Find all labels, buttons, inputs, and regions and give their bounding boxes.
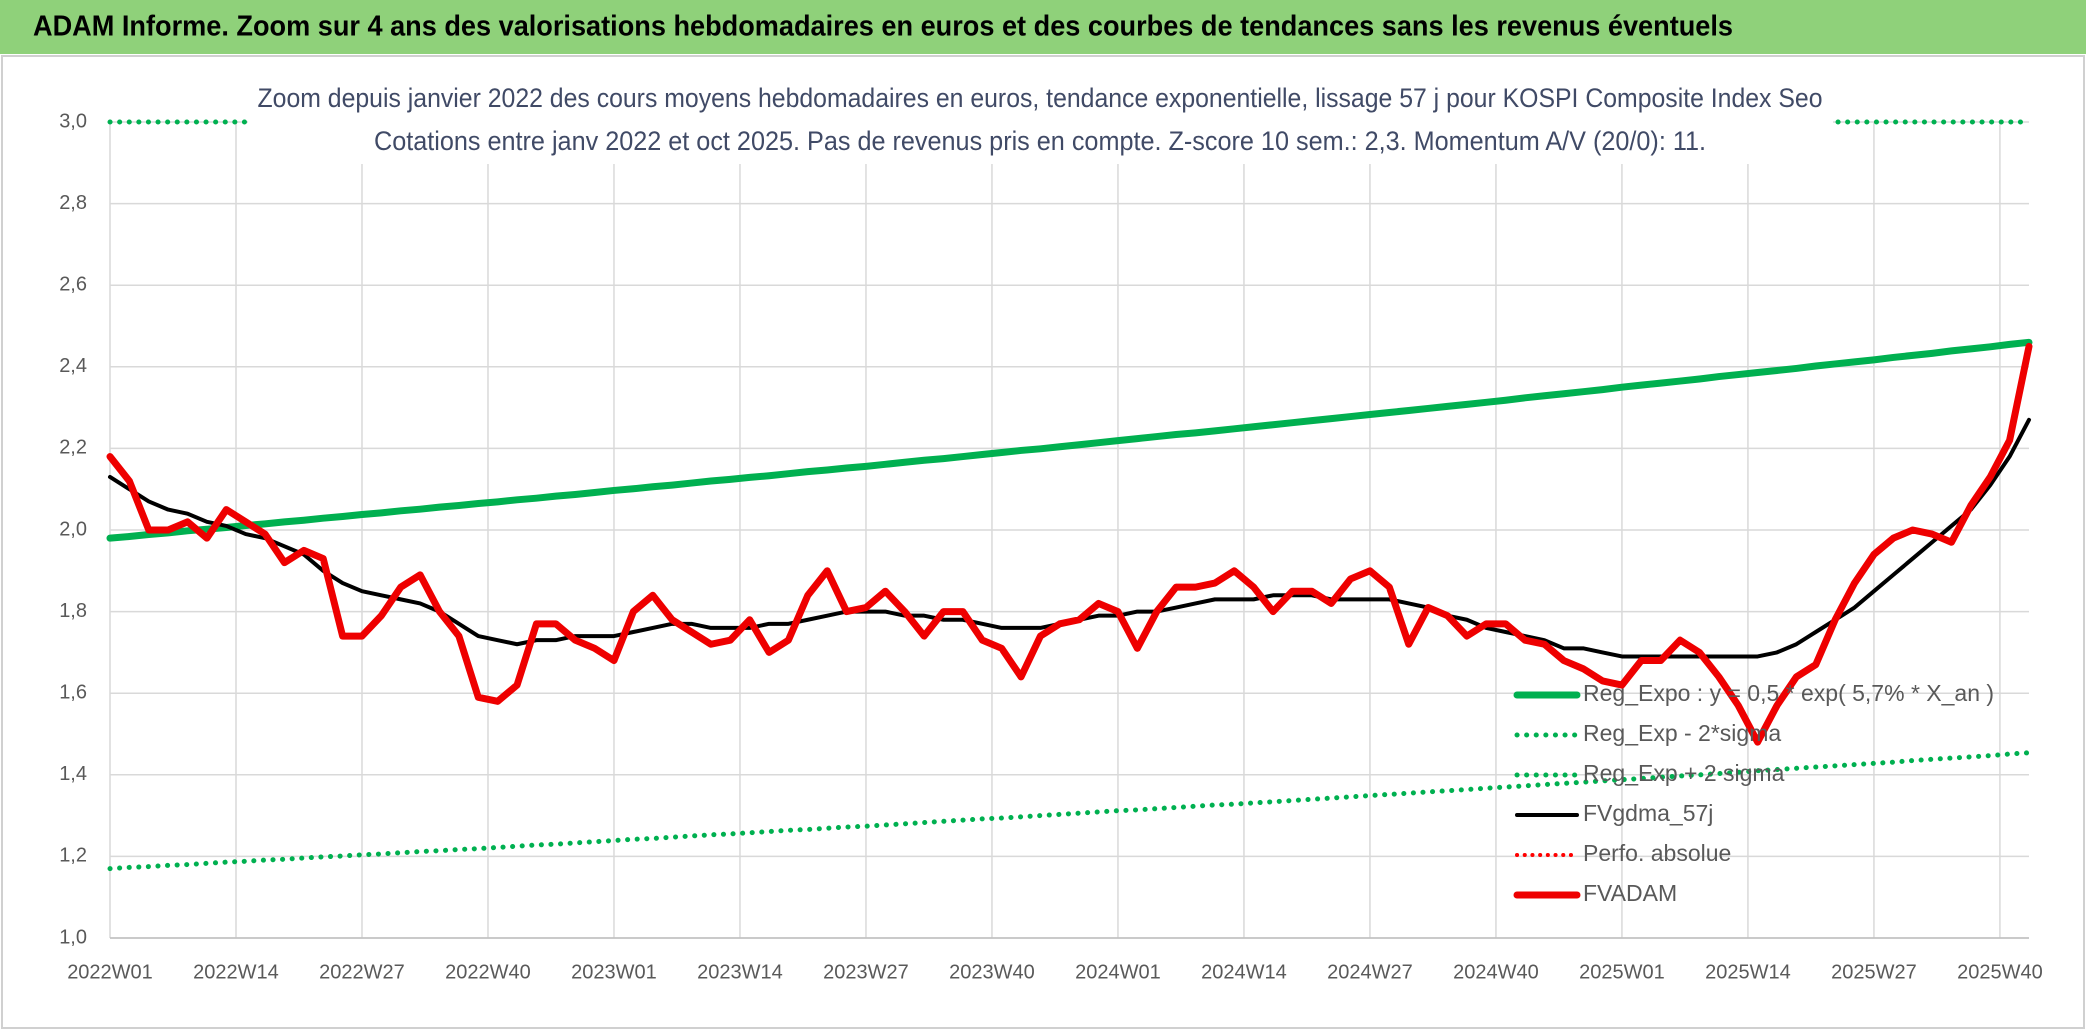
x-tick-label: 2022W14 [193,961,279,983]
y-tick-label: 1,2 [59,845,87,867]
plot-area: 1,0 1,2 1,4 1,6 1,8 2,0 2,2 2,4 2,6 2,8 3,0 2022W01… [59,110,2043,983]
x-tick-label: 2024W14 [1201,961,1287,983]
x-tick-label: 2023W40 [949,961,1035,983]
series-line [106,342,2033,746]
y-tick-label: 2,0 [59,518,87,540]
y-tick-label: 1,0 [59,926,87,948]
y-tick-label: 2,8 [59,192,87,214]
y-tick-label: 2,2 [59,437,87,459]
x-tick-label: 2022W40 [445,961,531,983]
x-tick-label: 2023W01 [571,961,657,983]
x-tick-label: 2025W40 [1957,961,2043,983]
x-tick-label: 2024W01 [1075,961,1161,983]
x-tick-label: 2023W27 [823,961,909,983]
legend-label: Reg_Expo : y = 0,5 * exp( 5,7% * X_an ) [1583,680,1994,706]
title-banner [0,0,2086,54]
y-tick-label: 2,4 [59,355,87,377]
y-tick-label: 1,8 [59,600,87,622]
y-tick-label: 1,6 [59,681,87,703]
x-tick-label: 2025W27 [1831,961,1917,983]
y-tick-label: 1,4 [59,763,87,785]
y-tick-label: 3,0 [59,110,87,132]
legend-label: Reg_Exp + 2 sigma [1583,760,1785,786]
chart-title: ADAM Informe. Zoom sur 4 ans des valoris… [33,11,1733,43]
x-tick-label: 2023W14 [697,961,783,983]
x-tick-label: 2024W27 [1327,961,1413,983]
x-tick-label: 2025W14 [1705,961,1791,983]
series-line [106,338,2033,542]
legend-label: FVgdma_57j [1583,800,1713,826]
legend-label: Reg_Exp - 2*sigma [1583,720,1781,746]
x-tick-label: 2024W40 [1453,961,1539,983]
x-tick-label: 2025W01 [1579,961,1665,983]
subtitle-background [248,80,1833,164]
x-tick-label: 2022W01 [67,961,153,983]
chart-frame [1,55,2085,1029]
legend: Reg_Expo : y = 0,5 * exp( 5,7% * X_an ) R… [1513,680,1994,906]
x-tick-label: 2022W27 [319,961,405,983]
series-line [107,750,2032,872]
legend-label: Perfo. absolue [1583,840,1731,866]
legend-label: FVADAM [1583,880,1677,906]
subtitle: Zoom depuis janvier 2022 des cours moyen… [258,83,1823,113]
subtitle: Cotations entre janv 2022 et oct 2025. P… [374,126,1706,156]
y-tick-label: 2,6 [59,273,87,295]
